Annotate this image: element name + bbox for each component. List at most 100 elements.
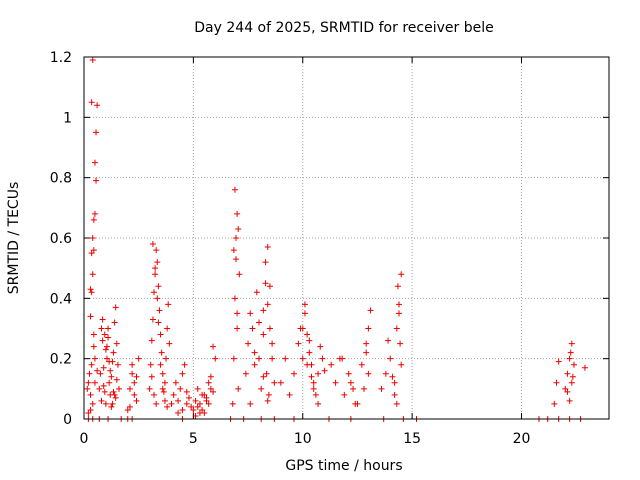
data-point [85, 409, 92, 416]
data-point [229, 400, 236, 407]
data-point [230, 247, 237, 254]
data-point [179, 370, 186, 377]
data-point [387, 355, 394, 362]
data-point [91, 379, 98, 386]
data-point [179, 406, 186, 413]
data-point [194, 385, 201, 392]
data-point [159, 370, 166, 377]
data-point [264, 397, 271, 404]
data-point [234, 310, 241, 317]
data-point [262, 280, 269, 287]
data-point [568, 340, 575, 347]
data-point [256, 355, 262, 362]
data-point [154, 295, 161, 302]
data-point [394, 283, 401, 290]
data-point [105, 334, 112, 341]
data-point [107, 367, 114, 374]
data-point [90, 343, 97, 350]
data-point [341, 391, 348, 398]
data-point [161, 397, 168, 404]
data-point [347, 379, 354, 386]
data-point [108, 403, 115, 410]
data-point [277, 379, 284, 386]
data-point [151, 391, 157, 398]
data-point [89, 235, 96, 241]
data-point [363, 340, 370, 347]
data-point [299, 355, 306, 362]
data-point [96, 385, 103, 392]
data-point [286, 391, 293, 398]
data-point [304, 361, 311, 368]
data-point [308, 373, 315, 380]
data-point [262, 259, 269, 266]
data-point [265, 391, 272, 398]
data-point [564, 388, 571, 395]
data-point [131, 391, 138, 398]
data-point [231, 295, 238, 302]
data-point [106, 379, 113, 386]
data-point [109, 400, 116, 407]
data-point [378, 385, 385, 392]
data-point [201, 391, 208, 398]
x-axis-label: GPS time / hours [285, 458, 402, 474]
data-point [396, 301, 402, 308]
data-point [321, 367, 328, 374]
data-point [398, 271, 405, 278]
data-point [181, 361, 188, 368]
data-point [190, 406, 197, 413]
data-point [89, 400, 96, 407]
data-point [133, 373, 140, 380]
data-point [186, 394, 192, 401]
data-point [233, 235, 240, 241]
data-point [188, 403, 195, 410]
data-point [166, 340, 173, 347]
data-point [153, 400, 160, 407]
data-point [391, 379, 398, 386]
data-point [266, 325, 273, 332]
data-point [301, 310, 308, 317]
data-point [177, 385, 184, 392]
data-point [129, 361, 136, 368]
data-point [581, 364, 588, 371]
x-tick-label: 10 [294, 431, 312, 447]
data-point [102, 400, 109, 407]
data-point [87, 286, 94, 293]
data-point [310, 379, 317, 386]
data-point [251, 361, 258, 368]
data-point [199, 406, 206, 413]
x-tick-label: 20 [513, 431, 531, 447]
data-point [149, 316, 156, 323]
data-point [236, 271, 243, 278]
data-point [112, 304, 119, 311]
data-point [87, 313, 94, 320]
data-point [339, 355, 346, 362]
data-point [361, 385, 367, 392]
data-point [105, 325, 112, 332]
data-point [315, 400, 322, 407]
data-point [266, 283, 273, 290]
data-point [398, 361, 405, 368]
data-point [332, 379, 339, 386]
x-tick-label: 15 [403, 431, 421, 447]
data-point [365, 370, 372, 377]
chart-title: Day 244 of 2025, SRMTID for receiver bel… [194, 20, 493, 36]
y-tick-label: 0.2 [50, 352, 72, 368]
data-point [365, 325, 372, 332]
data-point [156, 307, 163, 314]
x-tick-label: 5 [189, 431, 198, 447]
y-tick-label: 0.6 [50, 231, 72, 247]
data-point [111, 391, 118, 398]
data-point [110, 388, 117, 395]
data-point [258, 385, 265, 392]
data-point [212, 355, 219, 362]
data-point [260, 331, 267, 338]
data-point [158, 349, 165, 356]
data-point [133, 397, 140, 404]
data-point [172, 379, 179, 386]
data-point [88, 250, 95, 257]
data-point [260, 373, 267, 380]
data-point [196, 400, 203, 407]
data-point [103, 343, 110, 350]
data-point [234, 210, 241, 217]
data-point [328, 361, 335, 368]
